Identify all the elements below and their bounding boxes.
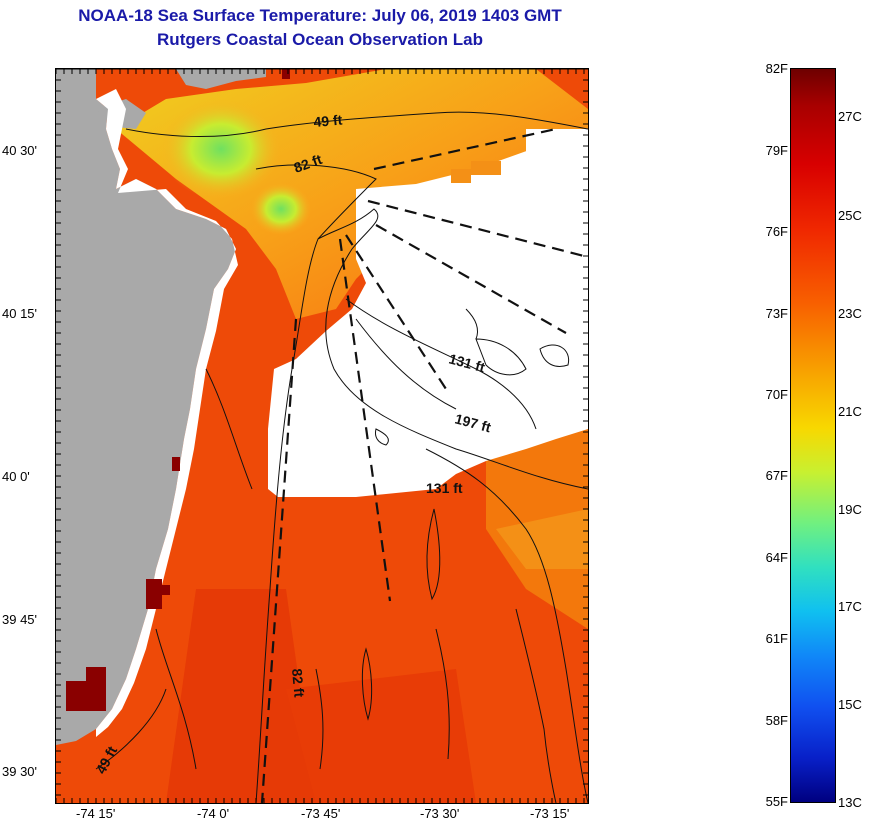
- lon-label-74-15: -74 15': [76, 806, 116, 821]
- hot-pixel-cluster: [66, 681, 106, 711]
- offshore-orange-patch-2: [496, 509, 588, 569]
- colorbar-c-23: 23C: [838, 306, 862, 321]
- colorbar-c-27: 27C: [838, 109, 862, 124]
- hot-pixel-cluster: [172, 457, 180, 471]
- contour-label-131ft-south: 131 ft: [426, 480, 463, 496]
- hot-pixel-cluster: [160, 585, 170, 595]
- cloud-mask-east: [268, 129, 588, 497]
- colorbar-f-79: 79F: [765, 143, 788, 158]
- colorbar-f-64: 64F: [765, 550, 788, 565]
- nearshore-red-patch: [166, 589, 316, 803]
- lat-label-40-15: 40 15': [2, 306, 38, 321]
- colorbar-f-58: 58F: [765, 713, 788, 728]
- long-island-land: [176, 69, 266, 89]
- new-jersey-land: [56, 69, 236, 745]
- temperature-colorbar: [790, 68, 836, 803]
- cloud-block: [526, 129, 588, 169]
- colorbar-c-15: 15C: [838, 697, 862, 712]
- cloud-block: [451, 169, 471, 183]
- map-subtitle: Rutgers Coastal Ocean Observation Lab: [157, 30, 483, 49]
- lat-label-40-30: 40 30': [2, 143, 38, 158]
- colorbar-c-17: 17C: [838, 599, 862, 614]
- shipping-lanes: [260, 127, 588, 803]
- hot-pixel-cluster: [146, 579, 162, 609]
- map-title: NOAA-18 Sea Surface Temperature: July 06…: [78, 6, 562, 25]
- lon-label-73-15: -73 15': [530, 806, 570, 821]
- sst-map: 49 ft 82 ft 131 ft 197 ft 131 ft 82 ft 4…: [55, 68, 589, 804]
- lon-label-73-45: -73 45': [301, 806, 341, 821]
- harbor-green-water: [161, 99, 281, 199]
- hot-pixel-cluster: [86, 667, 106, 683]
- colorbar-f-70: 70F: [765, 387, 788, 402]
- lat-label-39-45: 39 45': [2, 612, 38, 627]
- lat-label-40-00: 40 0': [2, 469, 30, 484]
- hot-pixel-cluster: [282, 69, 290, 79]
- frame-minor-ticks: [56, 69, 588, 803]
- colorbar-c-19: 19C: [838, 502, 862, 517]
- colorbar-f-61: 61F: [765, 631, 788, 646]
- colorbar-f-82: 82F: [765, 61, 788, 76]
- bathymetry-contours: [95, 111, 588, 803]
- colorbar-c-21: 21C: [838, 404, 862, 419]
- colorbar-c-13: 13C: [838, 795, 862, 810]
- harbor-green-water-2: [251, 183, 311, 235]
- cloud-block: [471, 161, 501, 175]
- lon-label-73-30: -73 30': [420, 806, 460, 821]
- colorbar-f-67: 67F: [765, 468, 788, 483]
- colorbar-f-73: 73F: [765, 306, 788, 321]
- contour-label-49ft-north: 49 ft: [313, 112, 343, 130]
- contour-label-82ft-south: 82 ft: [289, 668, 307, 698]
- colorbar-f-55: 55F: [765, 794, 788, 809]
- south-red-patch: [286, 669, 476, 803]
- colorbar-c-25: 25C: [838, 208, 862, 223]
- lon-label-74-00: -74 0': [197, 806, 230, 821]
- colorbar-f-76: 76F: [765, 224, 788, 239]
- lat-label-39-30: 39 30': [2, 764, 38, 779]
